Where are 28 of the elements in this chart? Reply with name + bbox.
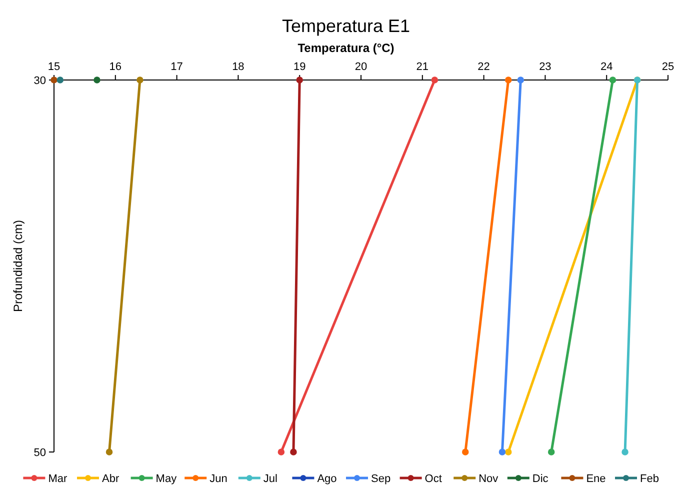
legend-label: Jul	[263, 473, 278, 485]
x-tick-label: 25	[662, 61, 674, 73]
x-tick-label: 21	[416, 61, 429, 73]
legend-label: Oct	[424, 473, 442, 485]
x-tick-label: 24	[600, 61, 613, 73]
legend-label: Jun	[210, 473, 228, 485]
x-tick-label: 17	[170, 61, 183, 73]
legend-label: Nov	[478, 473, 499, 485]
x-tick-label: 18	[232, 61, 244, 73]
chart-title: Temperatura E1	[282, 16, 410, 36]
legend-label: Sep	[371, 473, 391, 485]
y-axis-title: Profundidad (cm)	[11, 220, 25, 312]
x-tick-label: 16	[109, 61, 122, 73]
x-tick-label: 19	[293, 61, 306, 73]
legend-label: Dic	[532, 473, 549, 485]
x-tick-label: 23	[539, 61, 552, 73]
y-tick-label: 50	[34, 447, 46, 459]
y-tick-label: 30	[34, 75, 46, 87]
legend-label: Abr	[102, 473, 120, 485]
legend-label: Ene	[586, 473, 606, 485]
x-axis-title: Temperatura (°C)	[298, 41, 394, 55]
x-tick-label: 22	[478, 61, 490, 73]
legend-label: May	[156, 473, 178, 485]
legend-label: Mar	[48, 473, 68, 485]
x-tick-label: 20	[354, 61, 368, 73]
legend-label: Ago	[317, 473, 337, 485]
legend-label: Feb	[640, 473, 659, 485]
x-tick-label: 15	[48, 61, 60, 73]
